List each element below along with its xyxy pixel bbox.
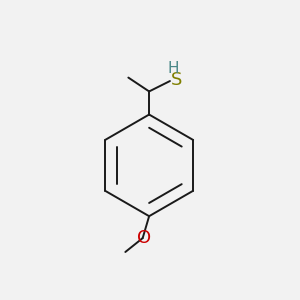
Text: H: H: [168, 61, 179, 76]
Text: S: S: [171, 71, 182, 89]
Text: O: O: [137, 229, 151, 247]
